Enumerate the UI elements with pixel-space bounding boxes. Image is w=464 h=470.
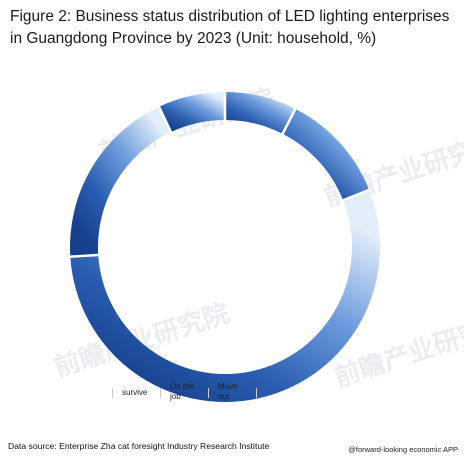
chart-title: Figure 2: Business status distribution o… — [10, 6, 460, 50]
slice-separator — [341, 188, 371, 202]
slice-separator — [281, 107, 297, 136]
title-line-2: in Guangdong Province by 2023 (Unit: hou… — [10, 30, 377, 47]
legend-item-survive: survive — [122, 388, 148, 397]
legend-item-move-out: Move out — [218, 382, 238, 401]
title-line-1: Figure 2: Business status distribution o… — [10, 8, 450, 25]
legend-marker — [256, 388, 257, 398]
donut-slice-1 — [225, 92, 296, 134]
chart-legend: survive On the job Move out — [110, 382, 360, 418]
donut-slice-2 — [282, 108, 370, 201]
slice-separator — [157, 105, 173, 134]
legend-marker — [112, 388, 113, 398]
donut-slice-4 — [70, 106, 171, 257]
legend-marker — [208, 388, 209, 398]
data-source: Data source: Enterprise Zha cat foresigh… — [8, 441, 270, 451]
legend-marker — [160, 388, 161, 398]
donut-slice-3 — [70, 189, 381, 402]
slice-separator — [69, 253, 100, 259]
legend-item-on-the-job: On the job — [170, 382, 195, 401]
donut-slice-5 — [159, 92, 225, 133]
brand-credit: @forward-looking economic APP — [348, 445, 458, 454]
